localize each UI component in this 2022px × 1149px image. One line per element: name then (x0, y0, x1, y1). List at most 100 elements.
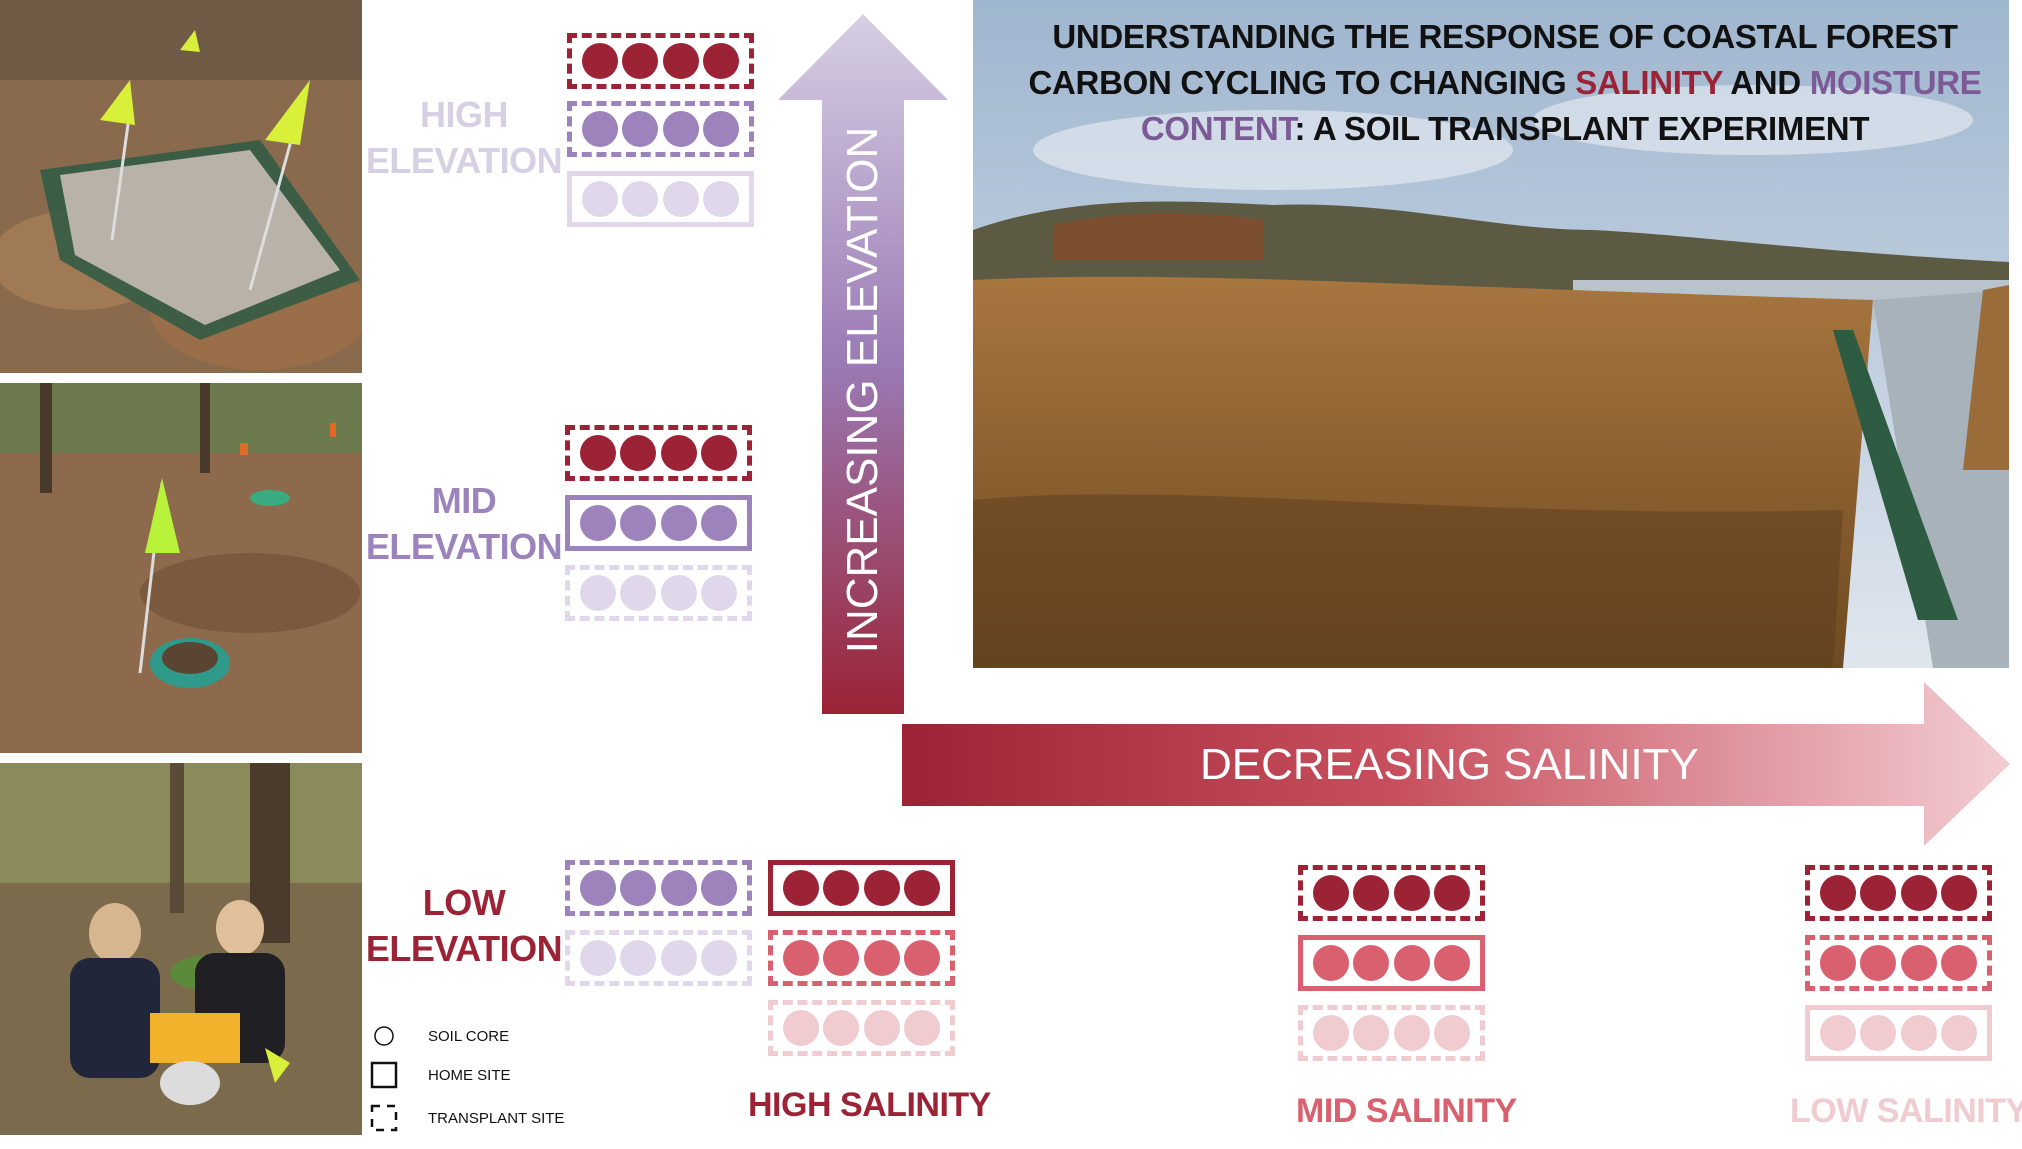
soil-core (1353, 1015, 1390, 1051)
soil-core-circle-icon (374, 1026, 394, 1046)
high-salinity-row-low-salinity (768, 1000, 955, 1056)
soil-core (700, 505, 737, 541)
soil-core (620, 435, 657, 471)
soil-core (1433, 945, 1470, 981)
soil-core (1900, 875, 1937, 911)
high-elev-row-high-salinity (567, 33, 754, 89)
low-salinity-label: LOW SALINITY (1790, 1092, 2022, 1130)
increasing-elevation-text: INCREASING ELEVATION (838, 126, 887, 654)
legend-soil-core: SOIL CORE (370, 1022, 509, 1050)
soil-core (1940, 1015, 1977, 1051)
field-photo-2 (0, 383, 362, 753)
low-elev-row-mid-elevation (565, 860, 752, 916)
soil-core (700, 870, 737, 906)
mid-elev-row-high-salinity (565, 425, 752, 481)
soil-core (863, 870, 900, 906)
soil-core (823, 1010, 860, 1046)
soil-core (582, 111, 619, 147)
soil-core (1900, 945, 1937, 981)
low-elev-row-high-elevation (565, 930, 752, 986)
soil-core (700, 940, 737, 976)
soil-core (620, 940, 657, 976)
low-salinity-row-high-salinity (1805, 865, 1992, 921)
soil-core (662, 111, 699, 147)
soil-core (903, 940, 940, 976)
mid-elev-row-high-elevation (565, 565, 752, 621)
soil-core (1433, 1015, 1470, 1051)
soil-core (662, 43, 699, 79)
soil-core (702, 111, 739, 147)
soil-core (1393, 1015, 1430, 1051)
soil-core (660, 940, 697, 976)
legend-soil-core-label: SOIL CORE (428, 1027, 510, 1045)
soil-core (823, 870, 860, 906)
soil-core (702, 43, 739, 79)
title-text-part2: AND (1722, 64, 1810, 101)
high-elev-row-home (567, 171, 754, 227)
soil-core (1433, 875, 1470, 911)
mid-elevation-line1: MID (431, 480, 497, 521)
marsh-photo (973, 0, 2009, 668)
high-salinity-row-mid-salinity (768, 930, 955, 986)
soil-core (1900, 1015, 1937, 1051)
soil-core (903, 1010, 940, 1046)
legend-home-site-label: HOME SITE (428, 1066, 511, 1084)
soil-core (702, 181, 739, 217)
soil-core (582, 181, 619, 217)
soil-core (620, 505, 657, 541)
soil-core (1820, 875, 1857, 911)
high-salinity-label: HIGH SALINITY (748, 1086, 991, 1124)
poster-title: UNDERSTANDING THE RESPONSE OF COASTAL FO… (980, 14, 2022, 152)
low-elevation-line2: ELEVATION (365, 928, 563, 969)
soil-core (1393, 875, 1430, 911)
legend-transplant-site-label: TRANSPLANT SITE (428, 1109, 565, 1127)
high-elevation-label: HIGH ELEVATION (364, 92, 564, 184)
soil-core (1940, 875, 1977, 911)
soil-core (1313, 1015, 1350, 1051)
low-elevation-label: LOW ELEVATION (364, 880, 564, 972)
high-salinity-row-home (768, 860, 955, 916)
soil-core (783, 940, 820, 976)
soil-core (1940, 945, 1977, 981)
low-salinity-row-home (1805, 1005, 1992, 1061)
soil-core (622, 181, 659, 217)
soil-core (660, 435, 697, 471)
soil-core (700, 575, 737, 611)
soil-core (660, 870, 697, 906)
soil-core (662, 181, 699, 217)
mid-elevation-line2: ELEVATION (365, 526, 563, 567)
soil-core (1820, 945, 1857, 981)
high-elevation-line1: HIGH (420, 94, 509, 135)
soil-core (580, 870, 617, 906)
title-text-part1: UNDERSTANDING THE RESPONSE OF COASTAL FO… (1028, 18, 1958, 101)
soil-core (1353, 945, 1390, 981)
soil-core (863, 940, 900, 976)
decreasing-salinity-arrow (902, 682, 2010, 846)
home-site-square-icon (370, 1061, 398, 1089)
decreasing-salinity-text: DECREASING SALINITY (1200, 740, 1699, 789)
low-salinity-row-mid-salinity (1805, 935, 1992, 991)
legend-transplant-site: TRANSPLANT SITE (370, 1104, 564, 1132)
soil-core (1820, 1015, 1857, 1051)
soil-core (863, 1010, 900, 1046)
title-salinity-word: SALINITY (1575, 64, 1723, 101)
legend-home-site: HOME SITE (370, 1061, 511, 1089)
soil-core (1353, 875, 1390, 911)
soil-core (580, 435, 617, 471)
mid-elev-row-home (565, 495, 752, 551)
mid-salinity-row-home (1298, 935, 1485, 991)
soil-core (1313, 945, 1350, 981)
title-text-part3: : A SOIL TRANSPLANT EXPERIMENT (1294, 110, 1870, 147)
soil-core (783, 870, 820, 906)
soil-core (622, 111, 659, 147)
mid-salinity-label: MID SALINITY (1296, 1092, 1517, 1130)
increasing-elevation-arrow (778, 14, 948, 714)
soil-core (1393, 945, 1430, 981)
soil-core (620, 575, 657, 611)
soil-core (1860, 1015, 1897, 1051)
transplant-site-dashed-square-icon (370, 1104, 398, 1132)
soil-core (903, 870, 940, 906)
low-elevation-line1: LOW (422, 882, 506, 923)
soil-core (580, 940, 617, 976)
soil-core (1860, 945, 1897, 981)
